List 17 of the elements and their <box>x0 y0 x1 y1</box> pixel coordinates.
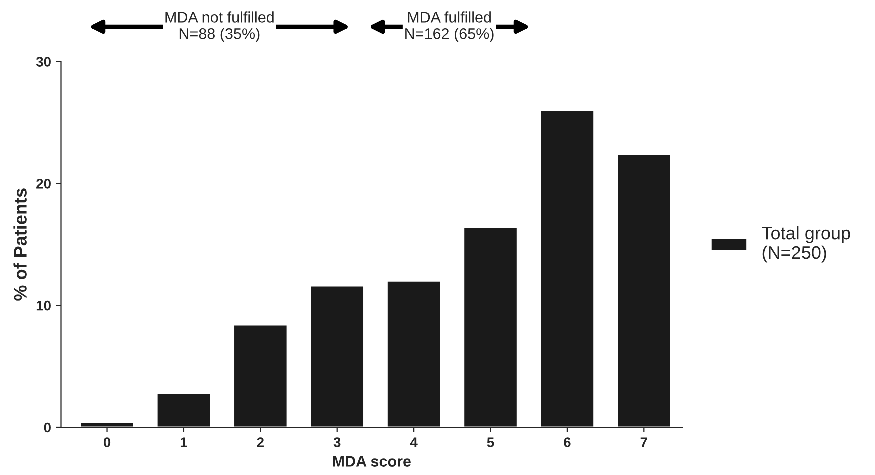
x-tick-label: 4 <box>410 438 418 448</box>
y-tick-label: 0 <box>44 422 51 433</box>
x-tick-label: 0 <box>104 438 111 448</box>
x-tick-label: 6 <box>564 438 571 448</box>
x-tick-label: 1 <box>180 438 188 448</box>
x-tick-label: 3 <box>334 438 341 448</box>
legend-label: Total group (N=250) <box>762 226 850 263</box>
y-axis-title: % of Patients <box>14 188 27 301</box>
y-tick-label: 10 <box>36 300 51 311</box>
x-axis-title: MDA score <box>333 456 411 467</box>
text: MDA not fulfilled N=88 (35%) <box>166 12 274 42</box>
text: MDA fulfilled N=162 (65%) <box>406 12 494 42</box>
x-tick-label: 5 <box>487 438 494 448</box>
x-tick-label: 7 <box>640 438 648 448</box>
x-tick-label: 2 <box>257 438 264 448</box>
y-tick-label: 20 <box>36 179 51 189</box>
y-tick-label: 30 <box>36 57 51 67</box>
